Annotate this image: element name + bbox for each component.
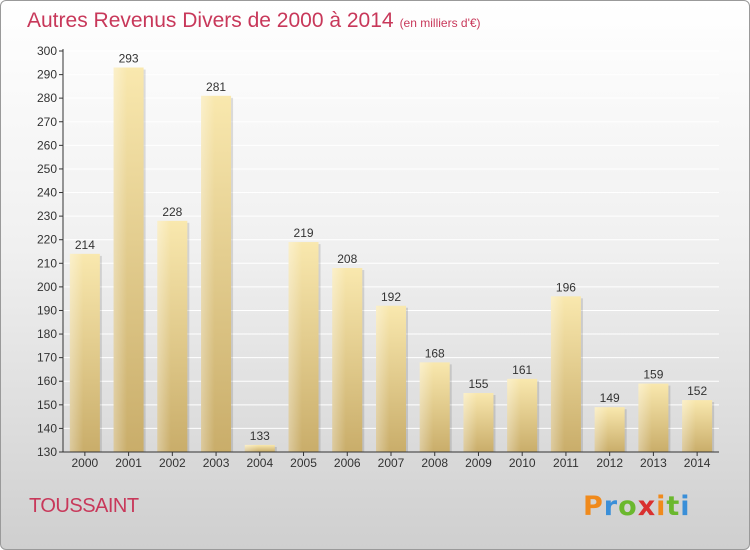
y-tick-label: 230 [37,209,57,223]
x-tick-label: 2012 [596,456,623,470]
bar-value-label: 161 [512,363,532,377]
logo-letter: i [656,491,667,522]
bar-value-label: 168 [425,346,445,360]
x-tick-label: 2007 [378,456,405,470]
bar-highlight [594,407,609,452]
x-tick-label: 2003 [203,456,230,470]
x-tick-label: 2000 [72,456,99,470]
y-tick-label: 270 [37,115,57,129]
commune-name: TOUSSAINT [29,495,139,517]
bar-highlight [419,362,434,452]
axes-group [59,49,719,456]
y-tick-label: 140 [37,421,57,435]
logo-letter: i [680,491,691,522]
proxiti-logo: Proxiti [583,491,691,522]
bar-highlight [332,268,346,452]
x-tick-label: 2006 [334,456,361,470]
bar-highlight [507,378,521,452]
y-tick-label: 300 [37,44,57,58]
bar-value-label: 281 [206,80,226,94]
x-tick-label: 2001 [115,456,142,470]
y-tick-label: 210 [37,256,57,270]
y-tick-label: 240 [37,186,57,200]
bar-highlight [682,400,696,452]
bar-highlight [550,296,565,452]
y-tick-label: 190 [37,303,57,317]
bar-value-label: 208 [337,252,357,266]
chart-title-main: Autres Revenus Divers de 2000 à 2014 [27,9,394,32]
bar-value-label: 219 [294,226,314,240]
logo-letter: x [637,491,657,522]
bar-value-label: 133 [250,429,270,443]
bar-value-label: 196 [556,280,576,294]
labels-group: 130 140 150 160 170 180 190 200 210 220 230 240 250 2… [37,44,711,470]
bar-value-label: 293 [119,52,139,66]
y-tick-label: 150 [37,398,57,412]
y-tick-label: 220 [37,233,57,247]
bar-value-label: 149 [600,391,620,405]
bar-highlight [69,253,84,452]
y-tick-label: 160 [37,374,57,388]
logo-letter: o [618,491,638,522]
y-tick-label: 130 [37,445,57,459]
bar-highlight [376,305,390,452]
bar-highlight [157,220,171,452]
x-tick-label: 2005 [290,456,317,470]
bars-group [69,67,715,452]
bar-value-label: 152 [687,384,707,398]
x-tick-label: 2004 [246,456,273,470]
x-tick-label: 2010 [509,456,536,470]
y-tick-label: 170 [37,351,57,365]
y-tick-label: 250 [37,162,57,176]
bar-value-label: 228 [162,205,182,219]
y-tick-label: 200 [37,280,57,294]
bar-value-label: 192 [381,290,401,304]
bar-highlight [113,67,128,452]
x-tick-label: 2002 [159,456,186,470]
bar-highlight [638,383,652,452]
chart-title-unit: (en milliers d'€) [399,16,481,30]
chart-title: Autres Revenus Divers de 2000 à 2014 (en … [27,9,481,33]
logo-letter: P [583,491,604,522]
bar-value-label: 155 [468,377,488,391]
bar-value-label: 214 [75,238,95,252]
x-tick-label: 2013 [640,456,667,470]
y-tick-label: 180 [37,327,57,341]
x-tick-label: 2014 [684,456,711,470]
y-tick-label: 280 [37,91,57,105]
x-tick-label: 2009 [465,456,492,470]
bar-highlight [463,393,477,452]
bar-value-label: 159 [643,368,663,382]
y-tick-label: 290 [37,68,57,82]
y-tick-label: 260 [37,138,57,152]
x-tick-label: 2011 [553,456,579,470]
logo-letter: r [603,491,619,522]
bar-highlight [244,444,259,452]
bar-highlight [288,242,303,452]
bar-highlight [201,95,215,452]
x-tick-label: 2008 [421,456,448,470]
bar [244,444,275,452]
logo-letter: t [666,491,681,522]
